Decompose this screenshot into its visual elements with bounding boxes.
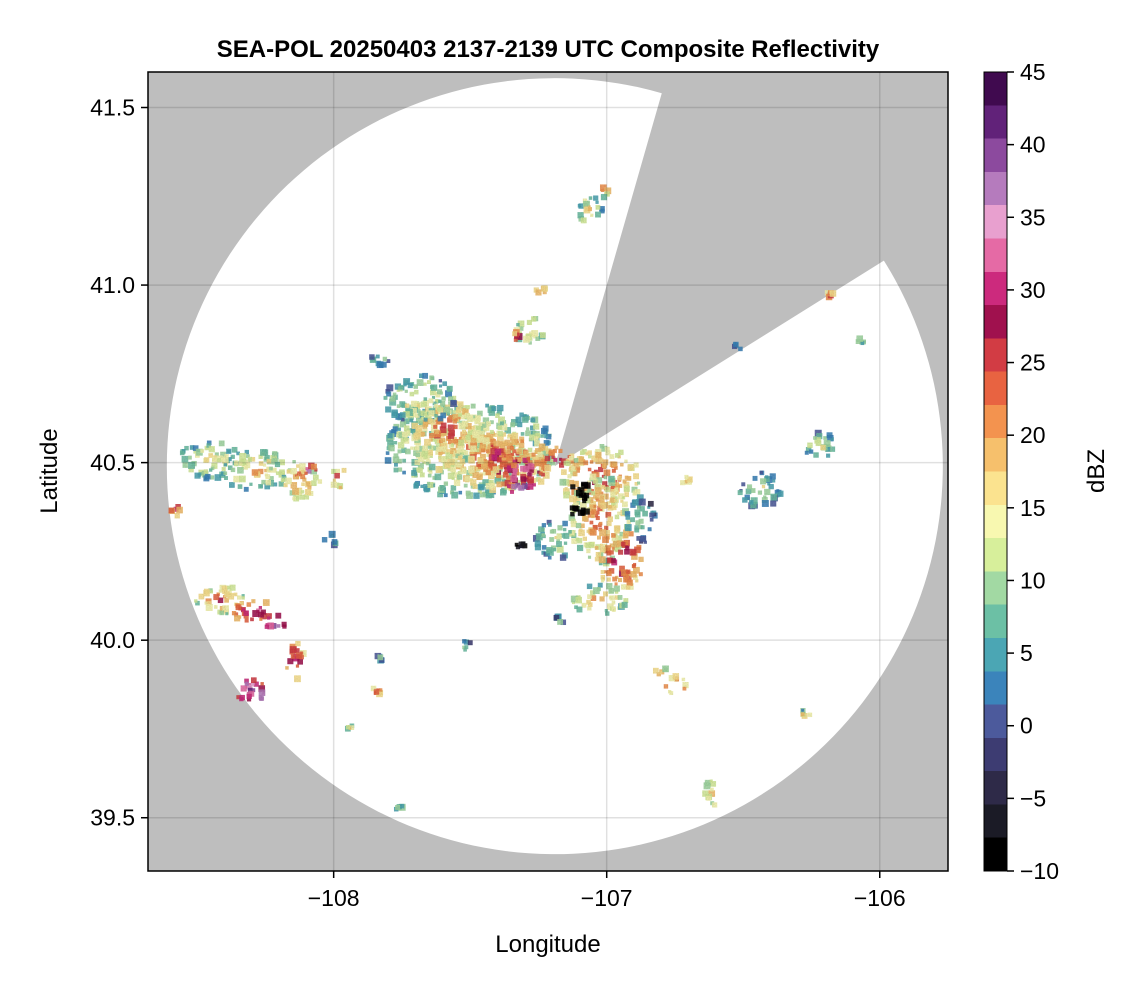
y-tick-label: 40.5 xyxy=(90,450,135,476)
colorbar-tick-label: −5 xyxy=(1020,785,1046,811)
colorbar-tick-label: 30 xyxy=(1020,277,1046,303)
plot-frame xyxy=(147,71,949,872)
x-tick-label: −107 xyxy=(581,885,633,911)
y-axis-label: Latitude xyxy=(36,428,63,513)
y-tick-label: 41.5 xyxy=(90,95,135,121)
radar-coverage-area xyxy=(166,78,943,855)
y-tick-label: 40.0 xyxy=(90,627,135,653)
colorbar-scale xyxy=(984,72,1007,871)
colorbar-tick-label: 15 xyxy=(1020,495,1046,521)
colorbar-tick-label: 10 xyxy=(1020,567,1046,593)
colorbar-frame xyxy=(983,71,1008,872)
x-axis-label: Longitude xyxy=(495,931,600,958)
gridlines xyxy=(148,72,948,871)
colorbar-tick-label: 5 xyxy=(1020,640,1033,666)
x-tick-label: −108 xyxy=(308,885,360,911)
colorbar-tick-label: 35 xyxy=(1020,204,1046,230)
colorbar-tick-label: 20 xyxy=(1020,422,1046,448)
x-tick-label: −106 xyxy=(854,885,906,911)
colorbar-tick-label: 40 xyxy=(1020,132,1046,158)
colorbar-tick-label: 25 xyxy=(1020,350,1046,376)
colorbar-tick-label: 0 xyxy=(1020,713,1033,739)
colorbar-ticks: −10 −5 0 5 10 15 20 25 30 35 40 45 xyxy=(1007,59,1059,884)
y-tick-label: 39.5 xyxy=(90,805,135,831)
colorbar-tick-label: 45 xyxy=(1020,59,1046,85)
reflectivity-echoes xyxy=(168,184,866,812)
x-axis: −108 −107 −106 xyxy=(308,871,906,911)
colorbar-label: dBZ xyxy=(1083,449,1110,493)
y-axis: 39.5 40.0 40.5 41.0 41.5 xyxy=(90,95,148,831)
y-tick-label: 41.0 xyxy=(90,272,135,298)
chart-title: SEA-POL 20250403 2137-2139 UTC Composite… xyxy=(217,36,880,63)
plot-area xyxy=(147,71,949,872)
colorbar-tick-label: −10 xyxy=(1020,858,1059,884)
colorbar: −10 −5 0 5 10 15 20 25 30 35 40 45 dBZ xyxy=(983,59,1110,884)
